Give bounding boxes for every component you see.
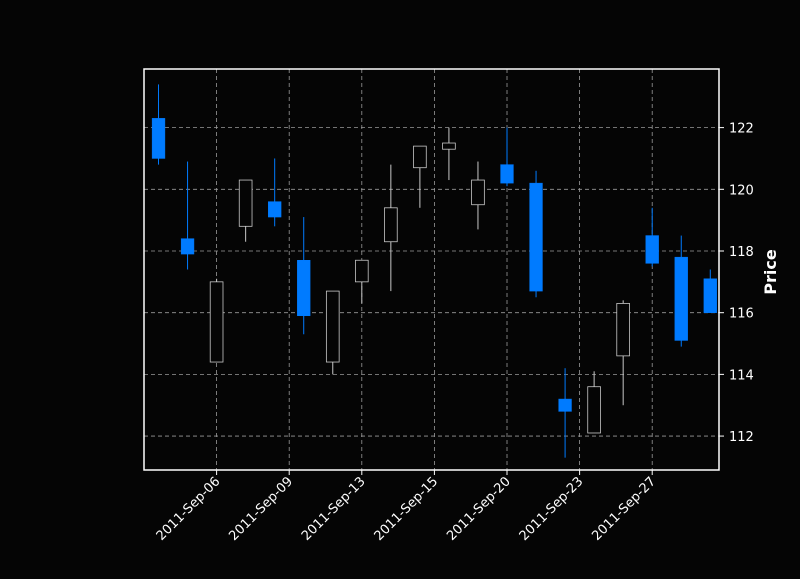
y-tick-label: 116 bbox=[729, 307, 754, 322]
candle bbox=[587, 371, 601, 434]
candle bbox=[297, 217, 311, 335]
candle-body-up bbox=[384, 207, 398, 243]
x-axis: 2011-Sep-06 2011-Sep-09 2011-Sep-13 2011-Se… bbox=[154, 470, 659, 544]
y-axis: 112 114 116 118 120 122 bbox=[719, 122, 754, 445]
grid-layer bbox=[144, 69, 719, 470]
candle bbox=[209, 278, 224, 363]
candle-body-down bbox=[703, 278, 717, 313]
candle bbox=[500, 127, 514, 187]
y-axis-label: Price bbox=[761, 249, 780, 295]
candle-body-up bbox=[413, 145, 427, 169]
candle bbox=[529, 170, 543, 298]
y-tick-label: 122 bbox=[729, 122, 754, 137]
candle bbox=[558, 368, 572, 458]
candle-body-down bbox=[645, 235, 659, 264]
y-tick-label: 112 bbox=[729, 430, 754, 445]
candle-body-up bbox=[616, 303, 630, 357]
y-tick-label: 114 bbox=[729, 368, 754, 383]
candle bbox=[355, 259, 369, 304]
y-tick-label: 120 bbox=[729, 183, 754, 198]
candle bbox=[442, 127, 456, 181]
x-tick-label: 2011-Sep-06 bbox=[154, 474, 224, 544]
candle bbox=[151, 84, 166, 165]
x-tick-label: 2011-Sep-20 bbox=[444, 474, 514, 544]
candle bbox=[645, 207, 659, 267]
candle bbox=[180, 161, 195, 270]
y-tick-label: 118 bbox=[729, 245, 754, 260]
candle bbox=[471, 161, 485, 230]
candle-body-down bbox=[500, 164, 514, 184]
candle-body-up bbox=[471, 179, 485, 206]
candle bbox=[384, 164, 398, 292]
candle-body-down bbox=[151, 118, 166, 159]
x-tick-label: 2011-Sep-15 bbox=[372, 474, 442, 544]
candle bbox=[703, 269, 717, 313]
candle-body-up bbox=[209, 281, 224, 363]
candle-body-down bbox=[674, 256, 688, 341]
candle bbox=[413, 145, 427, 208]
candle-body-up bbox=[325, 290, 340, 363]
x-tick-label: 2011-Sep-09 bbox=[226, 474, 296, 544]
candle-body-down bbox=[297, 259, 311, 317]
candle-body-down bbox=[529, 182, 543, 292]
candle-body-down bbox=[180, 238, 195, 255]
candle-body-up bbox=[238, 179, 253, 227]
x-tick-label: 2011-Sep-13 bbox=[299, 474, 369, 544]
candle bbox=[674, 235, 688, 347]
candle-layer bbox=[151, 84, 717, 458]
candle bbox=[325, 290, 340, 375]
candle-body-up bbox=[355, 259, 369, 283]
candle-body-down bbox=[558, 398, 572, 412]
candle-body-up bbox=[442, 142, 456, 150]
plot-frame bbox=[143, 68, 720, 471]
x-tick-label: 2011-Sep-27 bbox=[589, 474, 659, 544]
candle bbox=[238, 179, 253, 242]
candle-body-down bbox=[268, 201, 282, 218]
candle bbox=[616, 300, 630, 406]
candle-body-up bbox=[587, 386, 601, 434]
candle bbox=[268, 158, 282, 227]
x-tick-label: 2011-Sep-23 bbox=[517, 474, 587, 544]
